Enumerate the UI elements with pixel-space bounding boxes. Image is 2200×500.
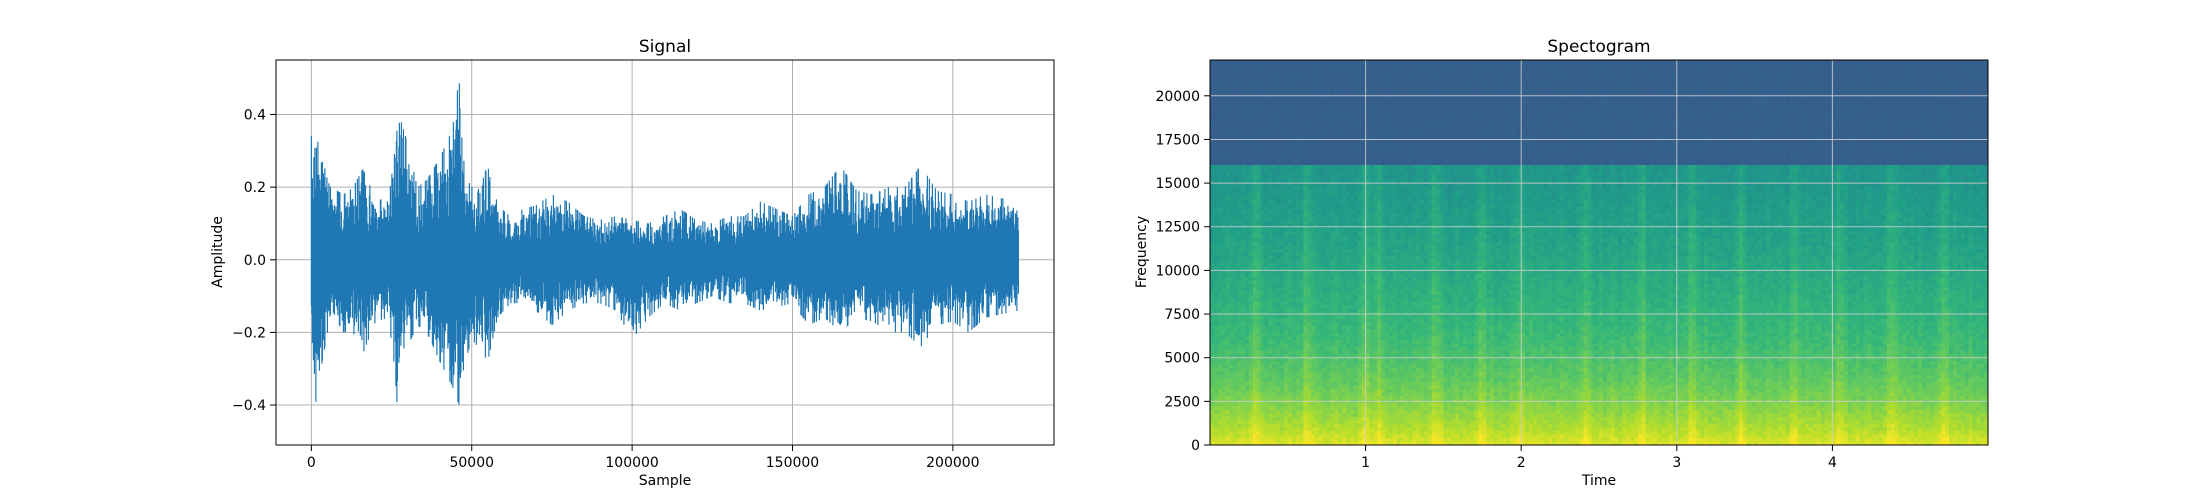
- spectrogram-x-axis-label: Time: [1581, 473, 1616, 489]
- signal-x-ticks: 0 50000 100000 150000 200000: [307, 445, 980, 471]
- signal-y-ticks: −0.4 −0.2 0.0 0.2 0.4: [232, 107, 276, 414]
- signal-y-tick-label: 0.4: [244, 107, 266, 123]
- spectrogram-y-tick-label: 12500: [1155, 220, 1200, 236]
- spectrogram-y-tick-label: 2500: [1164, 394, 1200, 410]
- spectrogram-x-tick-label: 2: [1517, 455, 1526, 471]
- spectrogram-y-tick-label: 7500: [1164, 307, 1200, 323]
- spectrogram-y-tick-label: 0: [1191, 438, 1200, 454]
- spectrogram-y-tick-label: 5000: [1164, 351, 1200, 367]
- spectrogram-x-tick-label: 4: [1828, 455, 1837, 471]
- signal-y-tick-label: 0.0: [244, 253, 266, 269]
- signal-y-tick-label: 0.2: [244, 180, 266, 196]
- spectrogram-y-tick-label: 15000: [1155, 176, 1200, 192]
- spectrogram-chart: 1 2 3 4 0 2500 5000 7500 10000 12500 15000 17500 20…: [1134, 37, 1989, 489]
- signal-x-tick-label: 100000: [605, 455, 658, 471]
- signal-x-axis-label: Sample: [639, 473, 692, 489]
- signal-x-tick-label: 150000: [766, 455, 819, 471]
- spectrogram-y-tick-label: 20000: [1155, 89, 1200, 105]
- signal-y-tick-label: −0.4: [232, 398, 266, 414]
- spectrogram-title: Spectogram: [1547, 37, 1650, 57]
- spectrogram-x-tick-label: 1: [1361, 455, 1370, 471]
- spectrogram-y-tick-label: 10000: [1155, 263, 1200, 279]
- spectrogram-x-tick-label: 3: [1672, 455, 1681, 471]
- signal-x-tick-label: 0: [307, 455, 316, 471]
- signal-y-tick-label: −0.2: [232, 325, 266, 341]
- signal-x-tick-label: 200000: [926, 455, 979, 471]
- signal-chart: 0 50000 100000 150000 200000 −0.4 −0.2 0.0 0.2 0…: [210, 37, 1054, 489]
- spectrogram-y-tick-label: 17500: [1155, 132, 1200, 148]
- spectrogram-heatmap: [1210, 60, 1989, 446]
- spectrogram-x-ticks: 1 2 3 4: [1361, 445, 1837, 471]
- signal-y-axis-label: Amplitude: [210, 216, 226, 288]
- spectrogram-y-axis-label: Frequency: [1134, 216, 1150, 288]
- signal-title: Signal: [639, 37, 691, 57]
- spectrogram-y-ticks: 0 2500 5000 7500 10000 12500 15000 17500 20000: [1155, 89, 1210, 454]
- signal-x-tick-label: 50000: [449, 455, 494, 471]
